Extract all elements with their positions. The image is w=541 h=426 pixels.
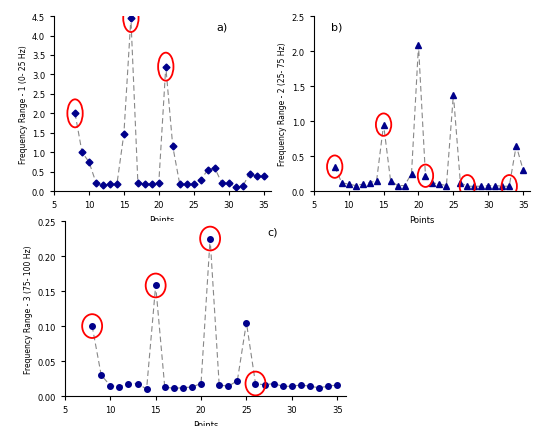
X-axis label: Points: Points — [410, 215, 434, 224]
Y-axis label: Frequency Range - 3 (75- 100 Hz): Frequency Range - 3 (75- 100 Hz) — [24, 245, 34, 373]
Y-axis label: Frequency Range - 2 (25- 75 Hz): Frequency Range - 2 (25- 75 Hz) — [279, 43, 287, 166]
Y-axis label: Frequency Range - 1 (0- 25 Hz): Frequency Range - 1 (0- 25 Hz) — [18, 45, 28, 164]
X-axis label: Points: Points — [150, 215, 175, 224]
Text: a): a) — [216, 22, 228, 32]
Text: b): b) — [331, 22, 342, 32]
Text: c): c) — [267, 227, 278, 237]
X-axis label: Points: Points — [193, 420, 218, 426]
